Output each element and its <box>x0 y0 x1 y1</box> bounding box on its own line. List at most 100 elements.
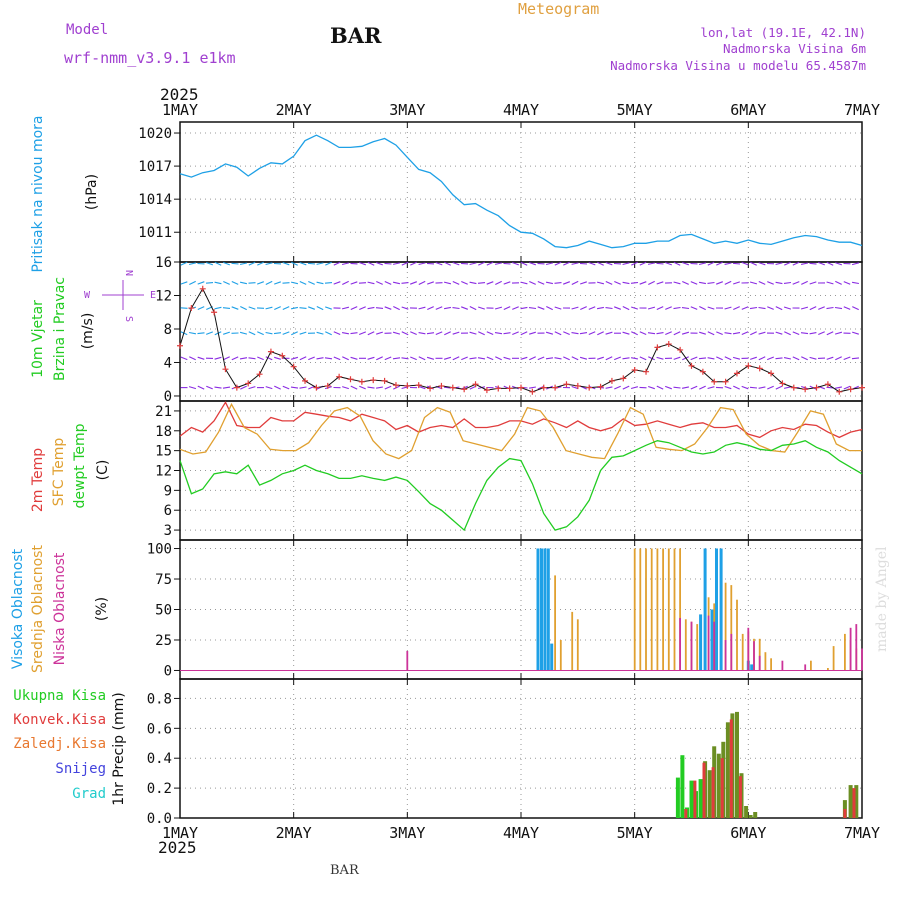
wind-arrow <box>834 386 843 389</box>
wind-arrow <box>257 281 264 285</box>
wind-arrow <box>333 261 341 266</box>
wind-arrow <box>656 281 664 285</box>
lonlat-label: lon,lat (19.1E, 42.1N) <box>700 25 866 40</box>
wind-arrow <box>783 281 792 284</box>
wind-ylabel: 10m Vjetar Brzina i Pravac (m/s) W E N S <box>30 270 156 381</box>
wind-arrow <box>784 331 791 336</box>
wind-arrow <box>648 385 655 390</box>
wind-arrow <box>792 331 800 336</box>
wind-arrow <box>767 281 774 285</box>
total-precip-bar <box>748 815 753 818</box>
top-day-label: 2MAY <box>276 101 312 119</box>
wind-arrow <box>528 307 537 310</box>
wind-arrow <box>282 331 290 335</box>
conv-precip-bar <box>738 776 742 818</box>
wind-arrow <box>257 331 264 336</box>
y-tick-label: 1017 <box>138 159 172 175</box>
cloud-unit-label: (%) <box>94 597 110 621</box>
wind-arrow <box>206 385 213 390</box>
wind-arrow <box>316 331 324 335</box>
low-cloud-bar <box>690 621 693 671</box>
wind-arrow <box>682 356 689 361</box>
low-cloud-bar <box>849 627 852 671</box>
wind-arrow <box>443 356 452 360</box>
wind-speed-marker <box>415 382 422 389</box>
precip-panel: 0.0 0.2 0.4 0.6 0.8 <box>147 678 863 827</box>
wind-speed-marker <box>302 377 309 384</box>
wind-arrow <box>282 306 290 311</box>
cloud-panel: 0 25 50 75 100 <box>147 539 863 680</box>
compass-w: W <box>84 290 91 301</box>
wind-speed-marker <box>813 384 820 391</box>
wind-arrow <box>750 331 757 336</box>
wind-arrow <box>716 281 723 285</box>
wind-speed-marker <box>336 373 343 380</box>
wind-arrow <box>418 280 426 285</box>
y-tick-label: 0.8 <box>147 691 172 707</box>
wind-arrow <box>274 306 281 311</box>
wind-speed-marker <box>438 382 445 389</box>
wind-arrow <box>189 356 196 361</box>
wind-arrow <box>223 331 230 335</box>
wind-arrow <box>673 281 681 285</box>
wind-arrow <box>707 331 715 336</box>
wind-arrow <box>545 281 554 285</box>
high-cloud-bar <box>550 643 554 671</box>
wind-arrow <box>596 306 605 310</box>
wind-arrow <box>223 356 230 361</box>
wind-arrow <box>248 331 256 336</box>
wind-arrow <box>724 332 732 335</box>
wind-arrow <box>826 281 834 285</box>
wind-arrow <box>579 262 588 265</box>
wind-speed-marker <box>370 377 377 384</box>
wind-arrow <box>520 356 528 360</box>
wind-arrow <box>809 262 817 265</box>
top-time-axis: 1MAY 2MAY 3MAY 4MAY 5MAY 6MAY 7MAY <box>162 101 880 119</box>
wind-arrow <box>639 281 647 285</box>
wind-arrow <box>188 331 197 335</box>
temp-unit-label: (C) <box>95 460 111 481</box>
wind-arrow <box>512 306 519 310</box>
mid-cloud-bar <box>633 548 636 671</box>
wind-arrow <box>452 356 460 361</box>
wind-arrow <box>401 331 409 336</box>
wind-arrow <box>665 385 672 390</box>
total-precip-bar <box>689 780 694 818</box>
wind-arrow <box>231 356 239 361</box>
pressure-panel: 1011 1014 1017 1020 <box>138 121 863 263</box>
total-precip-bar <box>698 779 703 818</box>
wind-arrow <box>673 331 681 336</box>
bottom-day-label: 2MAY <box>276 824 312 842</box>
model-name: wrf-nmm_v3.9.1 e1km <box>64 49 236 67</box>
wind-speed-line <box>179 287 863 393</box>
wind-arrow <box>724 385 732 390</box>
wind-arrow <box>622 281 630 285</box>
wind-speed-marker <box>177 342 183 349</box>
wind-arrow <box>427 306 434 311</box>
wind-arrow <box>834 306 843 310</box>
wind-arrow <box>477 357 486 360</box>
conv-precip-bar <box>693 780 697 818</box>
wind-arrow <box>529 261 536 266</box>
wind-arrow <box>435 261 443 266</box>
wind-arrow <box>716 261 723 266</box>
wind-arrow <box>520 331 528 336</box>
wind-arrow <box>384 280 392 285</box>
wind-arrow <box>758 262 766 266</box>
wind-arrow <box>350 262 358 265</box>
wind-arrow <box>852 281 859 285</box>
header: Model wrf-nmm_v3.9.1 e1km BAR Meteogram … <box>64 0 866 73</box>
wind-name-label: 10m Vjetar <box>30 300 46 378</box>
wind-arrow <box>707 281 715 284</box>
wind-arrow <box>639 356 647 361</box>
wind-arrow <box>299 261 307 266</box>
mid-cloud-bar <box>730 585 733 671</box>
wind-arrow <box>554 282 562 284</box>
wind-arrow <box>818 331 825 336</box>
wind-arrow <box>324 282 333 284</box>
wind-speed-marker <box>631 367 638 374</box>
wind-arrow <box>852 331 859 335</box>
wind-arrow <box>800 262 809 265</box>
mid-cloud-bar <box>650 548 653 671</box>
wind-arrow <box>741 385 749 390</box>
